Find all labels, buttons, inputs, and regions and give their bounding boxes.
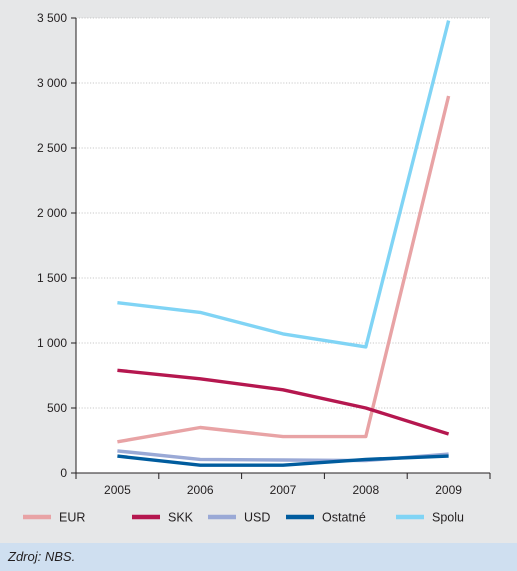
legend-label: EUR (59, 511, 85, 525)
y-tick-label: 2 000 (37, 206, 67, 220)
axes: 0 500 1 000 1 500 2 000 2 500 3 000 3 500 2005 20… (37, 11, 491, 497)
series-line-eur (117, 95, 451, 444)
y-tick-label: 1 500 (37, 271, 67, 285)
y-tick-label: 2 500 (37, 141, 67, 155)
legend-label: Ostatné (322, 511, 366, 525)
x-tick-label: 2005 (104, 483, 131, 497)
x-tick-label: 2007 (270, 483, 297, 497)
legend: EUR SKK USD Ostatné Spolu (23, 511, 464, 525)
y-tick-label: 3 500 (37, 11, 67, 25)
y-tick-label: 0 (60, 466, 67, 480)
series-line-spolu (117, 20, 451, 349)
y-tick-label: 3 000 (37, 76, 67, 90)
source-bar: Zdroj: NBS. (0, 543, 517, 571)
legend-label: Spolu (432, 511, 464, 525)
legend-label: SKK (168, 511, 194, 525)
x-tick-label: 2006 (187, 483, 214, 497)
legend-label: USD (244, 511, 270, 525)
series-line-skk (117, 368, 450, 436)
chart-panel: 0 500 1 000 1 500 2 000 2 500 3 000 3 500 2005 20… (23, 11, 491, 525)
x-tick-label: 2009 (435, 483, 462, 497)
y-tick-label: 500 (47, 401, 67, 415)
plot-area (76, 18, 490, 473)
x-tick-label: 2008 (352, 483, 379, 497)
source-note: Zdroj: NBS. (8, 549, 76, 564)
y-tick-label: 1 000 (37, 336, 67, 350)
series-line-ostatn- (117, 454, 449, 467)
series-lines (117, 20, 451, 467)
line-chart: 0 500 1 000 1 500 2 000 2 500 3 000 3 500 2005 20… (23, 11, 491, 525)
